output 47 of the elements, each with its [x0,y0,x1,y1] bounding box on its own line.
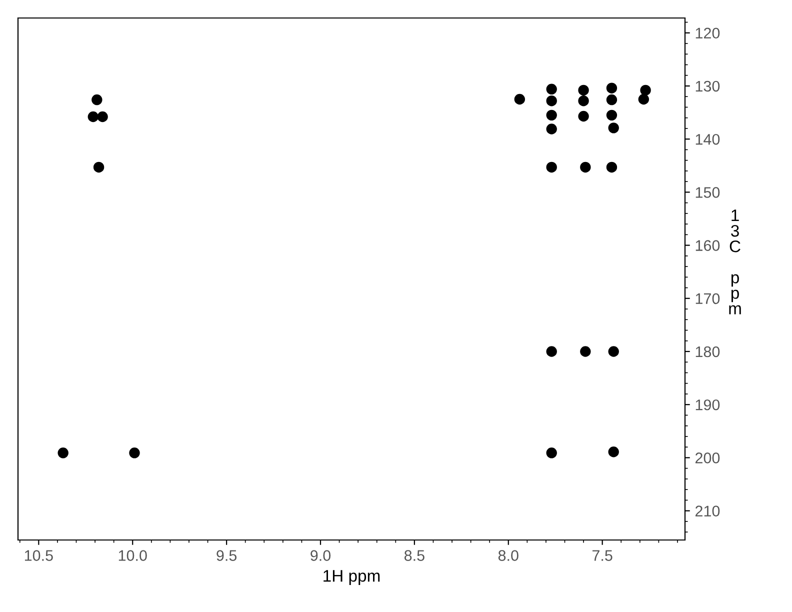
point [129,448,140,458]
x-tick-label: 10.5 [24,550,53,561]
point [93,162,104,173]
x-tick-label: 9.0 [310,550,331,561]
x-axis-title: 1H ppm [324,570,380,586]
point [514,94,526,105]
x-tick-label: 8.5 [404,550,424,561]
y-tick-label: 160 [696,240,720,251]
x-tick-label: 9.5 [216,550,237,561]
point [580,346,591,357]
y-tick-label: 190 [696,399,720,410]
point [92,94,102,106]
y-tick-label: 180 [696,346,720,358]
y-tick-label: 150 [696,187,720,198]
x-tick-label: 7.5 [592,550,612,561]
y-tick-label: 120 [696,28,720,39]
point [88,111,99,122]
y-tick-label: 170 [696,293,720,304]
point [606,82,618,94]
point [578,84,589,96]
point [546,346,557,357]
point [546,162,557,173]
x-tick-label: 10.0 [118,550,147,561]
point [97,111,108,122]
point [546,110,557,121]
point [546,84,557,95]
point [580,162,591,173]
point [546,124,557,134]
y-tick-label: 210 [695,506,720,516]
point [606,162,618,173]
text: 13C ppm [729,210,741,314]
point [606,94,618,106]
point [578,95,589,106]
x-tick-label: 8.0 [498,550,518,561]
y-tick-label: 140 [696,134,720,145]
point [546,448,557,458]
point [608,346,619,357]
point [606,110,618,121]
point [58,448,68,458]
point [608,446,619,458]
y-tick-label: 200 [695,452,720,464]
point [638,94,650,105]
point [608,122,619,134]
y-tick-label: 130 [696,80,720,92]
point [546,95,557,106]
point [640,84,651,96]
point [578,110,589,122]
